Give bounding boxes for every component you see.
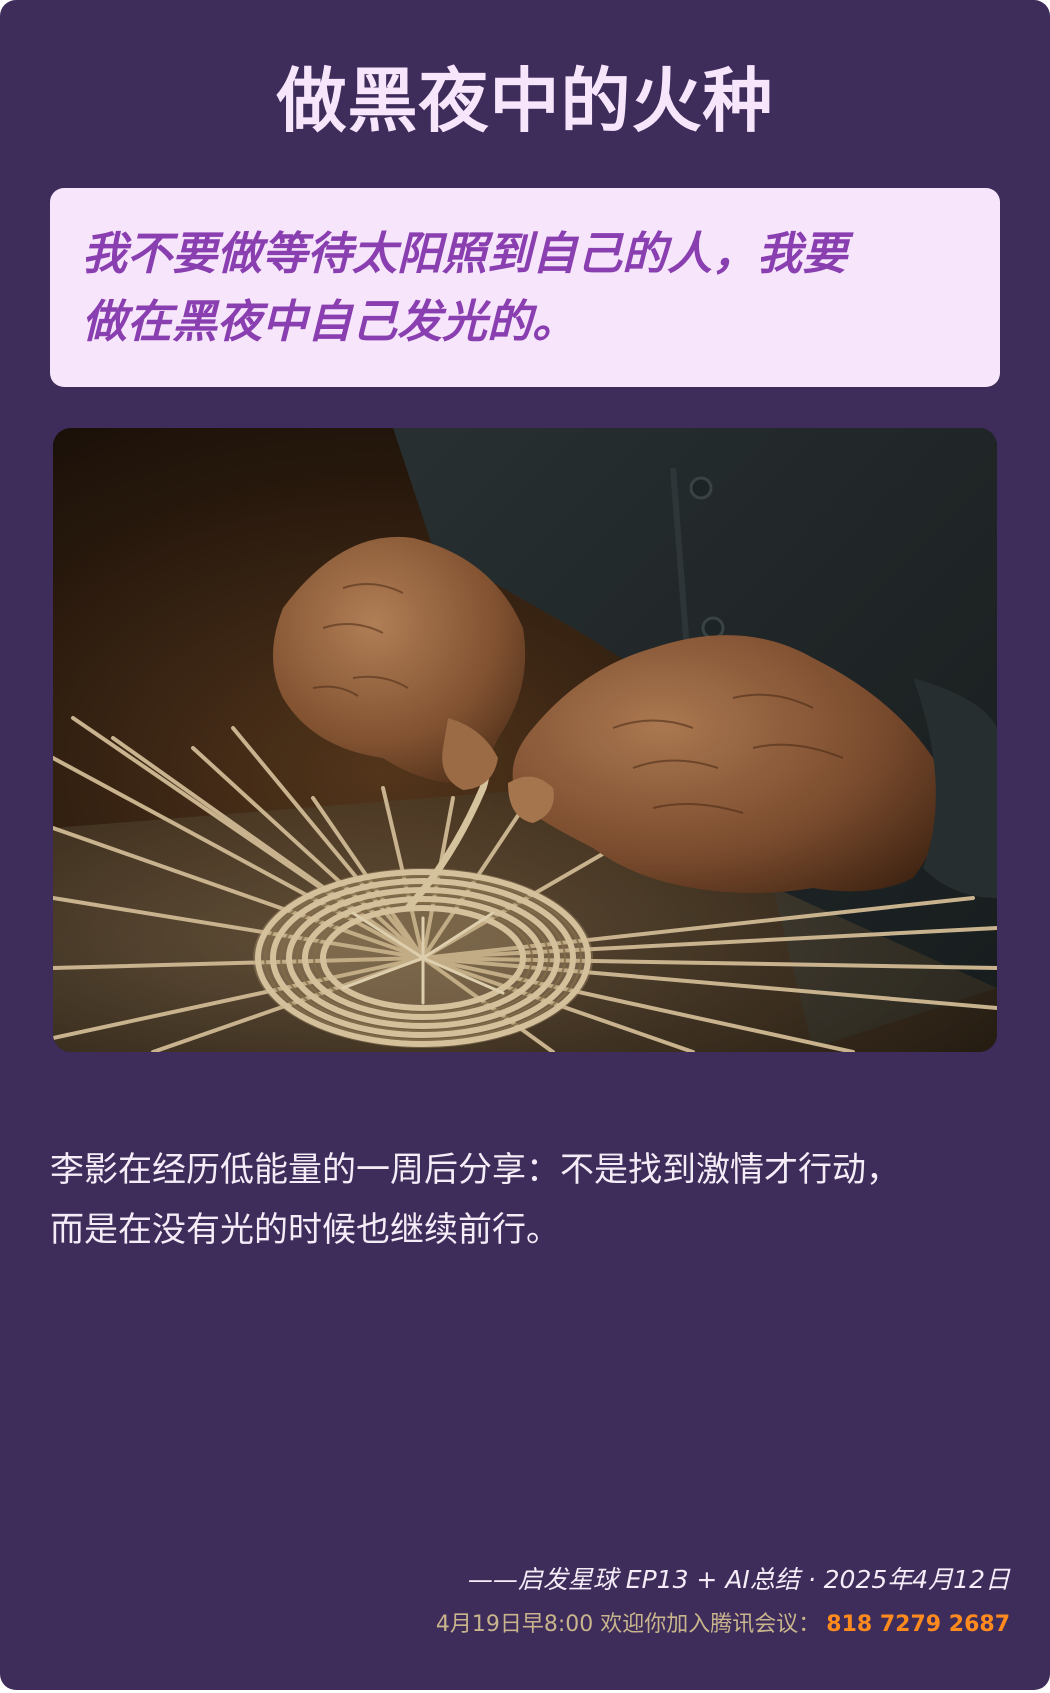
meeting-info: 4月19日早8:00 欢迎你加入腾讯会议： 818 7279 2687 [436, 1608, 1010, 1642]
quote-line-2: 做在黑夜中自己发光的。 [82, 295, 578, 348]
quote-line-1: 我不要做等待太阳照到自己的人，我要 [82, 227, 848, 280]
body-line-1: 李影在经历低能量的一周后分享：不是找到激情才行动， [50, 1150, 900, 1190]
quote-text: 我不要做等待太阳照到自己的人，我要 做在黑夜中自己发光的。 [82, 220, 966, 356]
body-text: 李影在经历低能量的一周后分享：不是找到激情才行动， 而是在没有光的时候也继续前行… [50, 1140, 1000, 1260]
quote-box: 我不要做等待太阳照到自己的人，我要 做在黑夜中自己发光的。 [50, 188, 1000, 387]
meeting-id: 818 7279 2687 [826, 1612, 1010, 1637]
source-credit: ——启发星球 EP13 + AI总结 · 2025年4月12日 [467, 1565, 1010, 1594]
body-line-2: 而是在没有光的时候也继续前行。 [50, 1210, 560, 1250]
meeting-label: 4月19日早8:00 欢迎你加入腾讯会议： [435, 1612, 821, 1637]
poster-title: 做黑夜中的火种 [276, 60, 774, 142]
weaving-photo [53, 428, 997, 1052]
